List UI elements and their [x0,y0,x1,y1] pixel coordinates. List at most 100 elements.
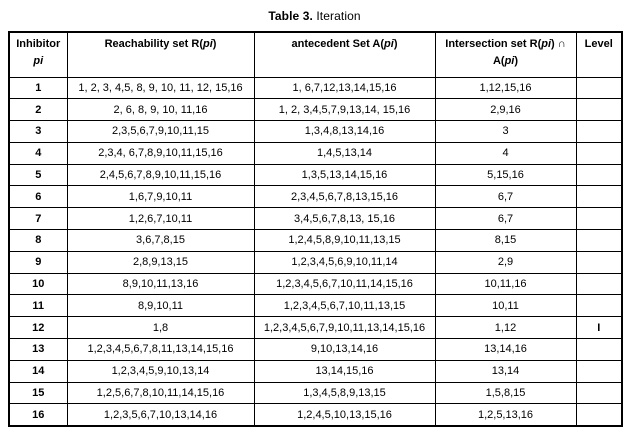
cell-reachability: 2,3,5,6,7,9,10,11,15 [66,120,255,143]
cell-inhibitor: 6 [8,185,68,209]
cell-reachability: 2, 6, 8, 9, 10, 11,16 [66,98,255,122]
pi-symbol: pi [384,38,394,50]
table-row: 16 1,2,3,5,6,7,10,13,14,16 1,2,4,5,10,13,1… [8,403,623,427]
col-header-intersection-line2-close: ) [514,55,519,68]
table-row: 1 1, 2, 3, 4,5, 8, 9, 10, 11, 12, 15,16 1,… [8,76,623,100]
cell-reachability: 3,6,7,8,15 [66,229,255,252]
cell-antecedent: 1,3,4,5,8,9,13,15 [253,381,436,405]
pi-symbol: pi [202,38,213,50]
col-header-intersection-label: Intersection set R( [445,38,542,50]
table-row: 11 8,9,10,11 1,2,3,4,5,6,7,10,11,13,15 10,1… [8,294,623,318]
cell-intersection: 3 [434,120,577,143]
cell-intersection: 1,12 [434,316,577,340]
table-row: 2 2, 6, 8, 9, 10, 11,16 1, 2, 3,4,5,7,9,13… [8,98,623,122]
cell-intersection: 5,15,16 [434,163,577,187]
cell-intersection: 10,11,16 [434,272,577,296]
pi-symbol: pi [541,38,552,50]
table-row: 5 2,4,5,6,7,8,9,10,11,15,16 1,3,5,13,14,15… [8,163,623,187]
cell-inhibitor: 1 [8,76,68,100]
cell-inhibitor: 5 [8,163,68,187]
cell-level [575,163,623,187]
cell-inhibitor: 4 [8,141,68,165]
table-caption-number: Table 3. [268,9,313,23]
pi-symbol: pi [33,55,44,68]
pi-symbol: pi [504,55,515,68]
cell-antecedent: 1,2,3,4,5,6,9,10,11,14 [253,250,436,274]
cell-antecedent: 1,2,3,4,5,6,7,10,11,14,15,16 [253,272,436,296]
cell-level [575,359,623,383]
cell-reachability: 1,2,3,4,5,9,10,13,14 [66,359,255,383]
cell-antecedent: 1,2,3,4,5,6,7,9,10,11,13,14,15,16 [253,316,436,340]
cell-antecedent: 1,2,4,5,8,9,10,11,13,15 [253,229,436,252]
cell-inhibitor: 2 [8,98,68,122]
cell-level [575,403,623,427]
cell-intersection: 1,5,8,15 [434,381,577,405]
cell-inhibitor: 8 [8,229,68,252]
cell-antecedent: 9,10,13,14,16 [253,338,436,361]
col-header-inhibitor: Inhibitor pi [8,31,68,78]
cell-intersection: 2,9,16 [434,98,577,122]
cell-antecedent: 1,3,5,13,14,15,16 [253,163,436,187]
cell-level [575,338,623,361]
col-header-inhibitor-label: Inhibitor [16,38,61,50]
cell-inhibitor: 15 [8,381,68,405]
cell-intersection: 6,7 [434,207,577,231]
table-caption-text: Iteration [312,9,361,23]
table-row: 4 2,3,4, 6,7,8,9,10,11,15,16 1,4,5,13,14 4 [8,141,623,165]
cell-level [575,207,623,231]
cell-inhibitor: 14 [8,359,68,383]
cell-level: I [575,316,623,340]
cell-level [575,381,623,405]
cell-reachability: 1,8 [66,316,255,340]
table-row: 10 8,9,10,11,13,16 1,2,3,4,5,6,7,10,11,14,… [8,272,623,296]
table-row: 9 2,8,9,13,15 1,2,3,4,5,6,9,10,11,14 2,9 [8,250,623,274]
cell-intersection: 2,9 [434,250,577,274]
cell-reachability: 2,8,9,13,15 [66,250,255,274]
cell-level [575,294,623,318]
cell-inhibitor: 9 [8,250,68,274]
cell-reachability: 1,2,6,7,10,11 [66,207,255,231]
table-body: 1 1, 2, 3, 4,5, 8, 9, 10, 11, 12, 15,16 1,… [8,76,623,427]
header-row: Inhibitor pi Reachability set R(pi) ante… [8,31,623,78]
cell-reachability: 1, 2, 3, 4,5, 8, 9, 10, 11, 12, 15,16 [66,76,255,100]
col-header-reachability-label: Reachability set R( [104,38,203,50]
cell-antecedent: 1, 6,7,12,13,14,15,16 [253,76,436,100]
col-header-reachability: Reachability set R(pi) [66,31,255,78]
cell-level [575,272,623,296]
cell-antecedent: 13,14,15,16 [253,359,436,383]
table-row: 12 1,8 1,2,3,4,5,6,7,9,10,11,13,14,15,16 1,… [8,316,623,340]
cell-inhibitor: 10 [8,272,68,296]
cell-level [575,141,623,165]
cell-inhibitor: 16 [8,403,68,427]
col-header-antecedent-label: antecedent Set A( [291,38,385,50]
col-header-intersection: Intersection set R(pi) ∩ A(pi) [434,31,577,78]
table-row: 7 1,2,6,7,10,11 3,4,5,6,7,8,13, 15,16 6,7 [8,207,623,231]
cell-reachability: 1,2,5,6,7,8,10,11,14,15,16 [66,381,255,405]
cell-reachability: 1,2,3,5,6,7,10,13,14,16 [66,403,255,427]
cell-intersection: 8,15 [434,229,577,252]
cell-reachability: 8,9,10,11 [66,294,255,318]
cell-reachability: 2,3,4, 6,7,8,9,10,11,15,16 [66,141,255,165]
intersection-operator: ) ∩ [551,38,566,50]
cell-antecedent: 1,3,4,8,13,14,16 [253,120,436,143]
col-header-antecedent-close: ) [393,38,398,50]
cell-level [575,120,623,143]
cell-inhibitor: 12 [8,316,68,340]
col-header-level-label: Level [584,38,613,50]
table-caption: Table 3. Iteration [0,0,629,23]
cell-level [575,250,623,274]
cell-reachability: 1,2,3,4,5,6,7,8,11,13,14,15,16 [66,338,255,361]
table-row: 13 1,2,3,4,5,6,7,8,11,13,14,15,16 9,10,13,… [8,338,623,361]
cell-level [575,185,623,209]
cell-level [575,98,623,122]
cell-antecedent: 1,4,5,13,14 [253,141,436,165]
cell-inhibitor: 7 [8,207,68,231]
table-row: 15 1,2,5,6,7,8,10,11,14,15,16 1,3,4,5,8,9,… [8,381,623,405]
cell-intersection: 1,12,15,16 [434,76,577,100]
cell-reachability: 1,6,7,9,10,11 [66,185,255,209]
cell-level [575,229,623,252]
cell-intersection: 10,11 [434,294,577,318]
cell-antecedent: 2,3,4,5,6,7,8,13,15,16 [253,185,436,209]
table-row: 8 3,6,7,8,15 1,2,4,5,8,9,10,11,13,15 8,15 [8,229,623,252]
iteration-table: Inhibitor pi Reachability set R(pi) ante… [8,31,623,427]
